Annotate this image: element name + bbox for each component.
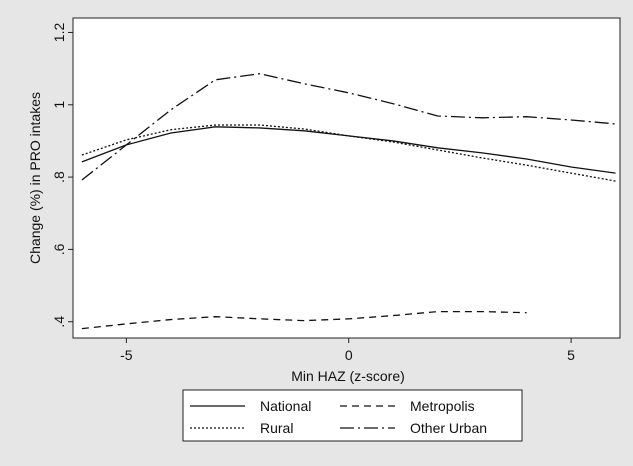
x-tick-label: 5: [567, 347, 575, 363]
x-axis-title: Min HAZ (z-score): [291, 368, 405, 384]
y-tick-label: .4: [51, 316, 67, 328]
series-line: [81, 73, 616, 181]
legend-label: Other Urban: [410, 420, 487, 436]
y-tick-label: .6: [51, 243, 67, 255]
y-tick-label: .8: [51, 171, 67, 183]
plot-area: [72, 17, 621, 339]
series-line: [81, 126, 616, 174]
y-tick-label: 1: [51, 101, 67, 109]
legend: [182, 389, 523, 442]
legend-label: Rural: [260, 420, 293, 436]
series-line: [81, 124, 616, 182]
x-tick-label: -5: [120, 347, 133, 363]
series-line: [81, 310, 527, 330]
x-tick-label: 0: [345, 347, 353, 363]
legend-label: Metropolis: [410, 398, 475, 414]
y-axis-title: Change (%) in PRO intakes: [27, 92, 43, 264]
y-tick-label: 1.2: [51, 23, 67, 43]
legend-label: National: [260, 398, 311, 414]
